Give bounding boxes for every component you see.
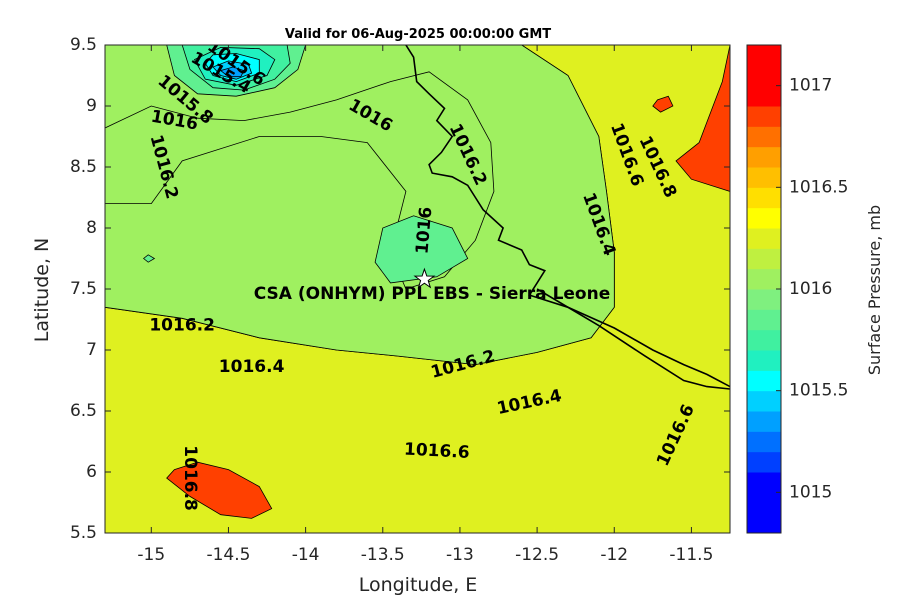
contour-label: 1016.2 — [149, 316, 215, 336]
x-tick-label: -14 — [292, 545, 320, 565]
y-tick-label: 5.5 — [70, 523, 97, 543]
pressure-region-1016-8 — [675, 45, 730, 192]
colorbar: 1015 1015.5 1016 1016.5 1017 — [746, 44, 848, 534]
colorbar-tick-label: 1016 — [789, 279, 832, 299]
colorbar-tick-label: 1016.5 — [789, 177, 848, 197]
colorbar-swatch — [747, 350, 781, 371]
y-tick-label: 6 — [86, 462, 97, 482]
y-axis-ticks: 5.5 6 6.5 7 7.5 8 8.5 9 9.5 — [70, 35, 730, 543]
colorbar-swatch — [747, 472, 781, 534]
colorbar-swatch — [747, 45, 781, 107]
x-tick-label: -15 — [137, 545, 165, 565]
x-tick-label: -13 — [446, 545, 474, 565]
colorbar-swatch — [747, 106, 781, 127]
colorbar-label: Surface Pressure, mb — [865, 205, 884, 375]
x-tick-label: -13.5 — [361, 545, 405, 565]
y-tick-label: 9.5 — [70, 35, 97, 55]
colorbar-swatch — [747, 370, 781, 392]
coast-border-line — [536, 288, 730, 390]
colorbar-swatch — [747, 451, 781, 473]
colorbar-swatch — [747, 390, 781, 412]
pressure-region-1015-8 — [142, 254, 156, 263]
pressure-region-1016-0 — [105, 45, 615, 366]
colorbar-tick-label: 1015 — [789, 482, 832, 502]
contour-label: 1016.8 — [180, 445, 200, 511]
pressure-fill-layer — [105, 45, 730, 533]
site-marker — [413, 267, 436, 289]
pressure-region-1016-8 — [166, 461, 273, 519]
colorbar-swatch — [747, 167, 781, 188]
contour-label: 1016.4 — [219, 357, 285, 377]
y-tick-label: 7.5 — [70, 279, 97, 299]
colorbar-swatch — [747, 146, 781, 168]
x-axis-label: Longitude, E — [359, 574, 478, 596]
site-star-icon — [413, 267, 436, 289]
colorbar-swatch — [747, 228, 781, 249]
colorbar-swatch — [747, 309, 781, 331]
y-tick-label: 8 — [86, 218, 97, 238]
y-tick-label: 6.5 — [70, 401, 97, 421]
colorbar-tick-label: 1017 — [789, 76, 832, 96]
x-tick-label: -12.5 — [515, 545, 559, 565]
map-title: Valid for 06-Aug-2025 00:00:00 GMT — [285, 27, 551, 42]
pressure-region-1016-8 — [652, 95, 674, 113]
colorbar-swatch — [747, 126, 781, 148]
x-axis-ticks: -15 -14.5 -14 -13.5 -13 -12.5 -12 -11.5 — [137, 45, 713, 565]
contour-label: 1016 — [412, 206, 436, 255]
coastline — [405, 45, 730, 388]
y-tick-label: 8.5 — [70, 157, 97, 177]
contour-label: 1016.6 — [404, 440, 471, 463]
pressure-region-1015-3 — [219, 66, 245, 78]
x-tick-label: -14.5 — [206, 545, 250, 565]
coastline-layer — [405, 45, 730, 390]
y-tick-label: 9 — [86, 96, 97, 116]
colorbar-swatch — [747, 187, 781, 209]
colorbar-swatch — [747, 411, 781, 432]
x-tick-label: -11.5 — [669, 545, 713, 565]
y-tick-label: 7 — [86, 340, 97, 360]
colorbar-swatch — [747, 248, 781, 270]
colorbar-swatch — [747, 207, 781, 229]
pressure-region-1015-8 — [374, 215, 469, 284]
x-tick-label: -12 — [600, 545, 628, 565]
colorbar-swatch — [747, 431, 781, 453]
colorbar-tick-label: 1015.5 — [789, 381, 848, 401]
y-axis-label: Latitude, N — [31, 238, 53, 343]
colorbar-swatch — [747, 329, 781, 351]
colorbar-swatch — [747, 268, 781, 290]
map-plot-area: 1015.61015.41015.810161016.210161016.210… — [70, 35, 731, 565]
colorbar-swatch — [747, 289, 781, 310]
site-label: CSA (ONHYM) PPL EBS - Sierra Leone — [254, 284, 611, 304]
